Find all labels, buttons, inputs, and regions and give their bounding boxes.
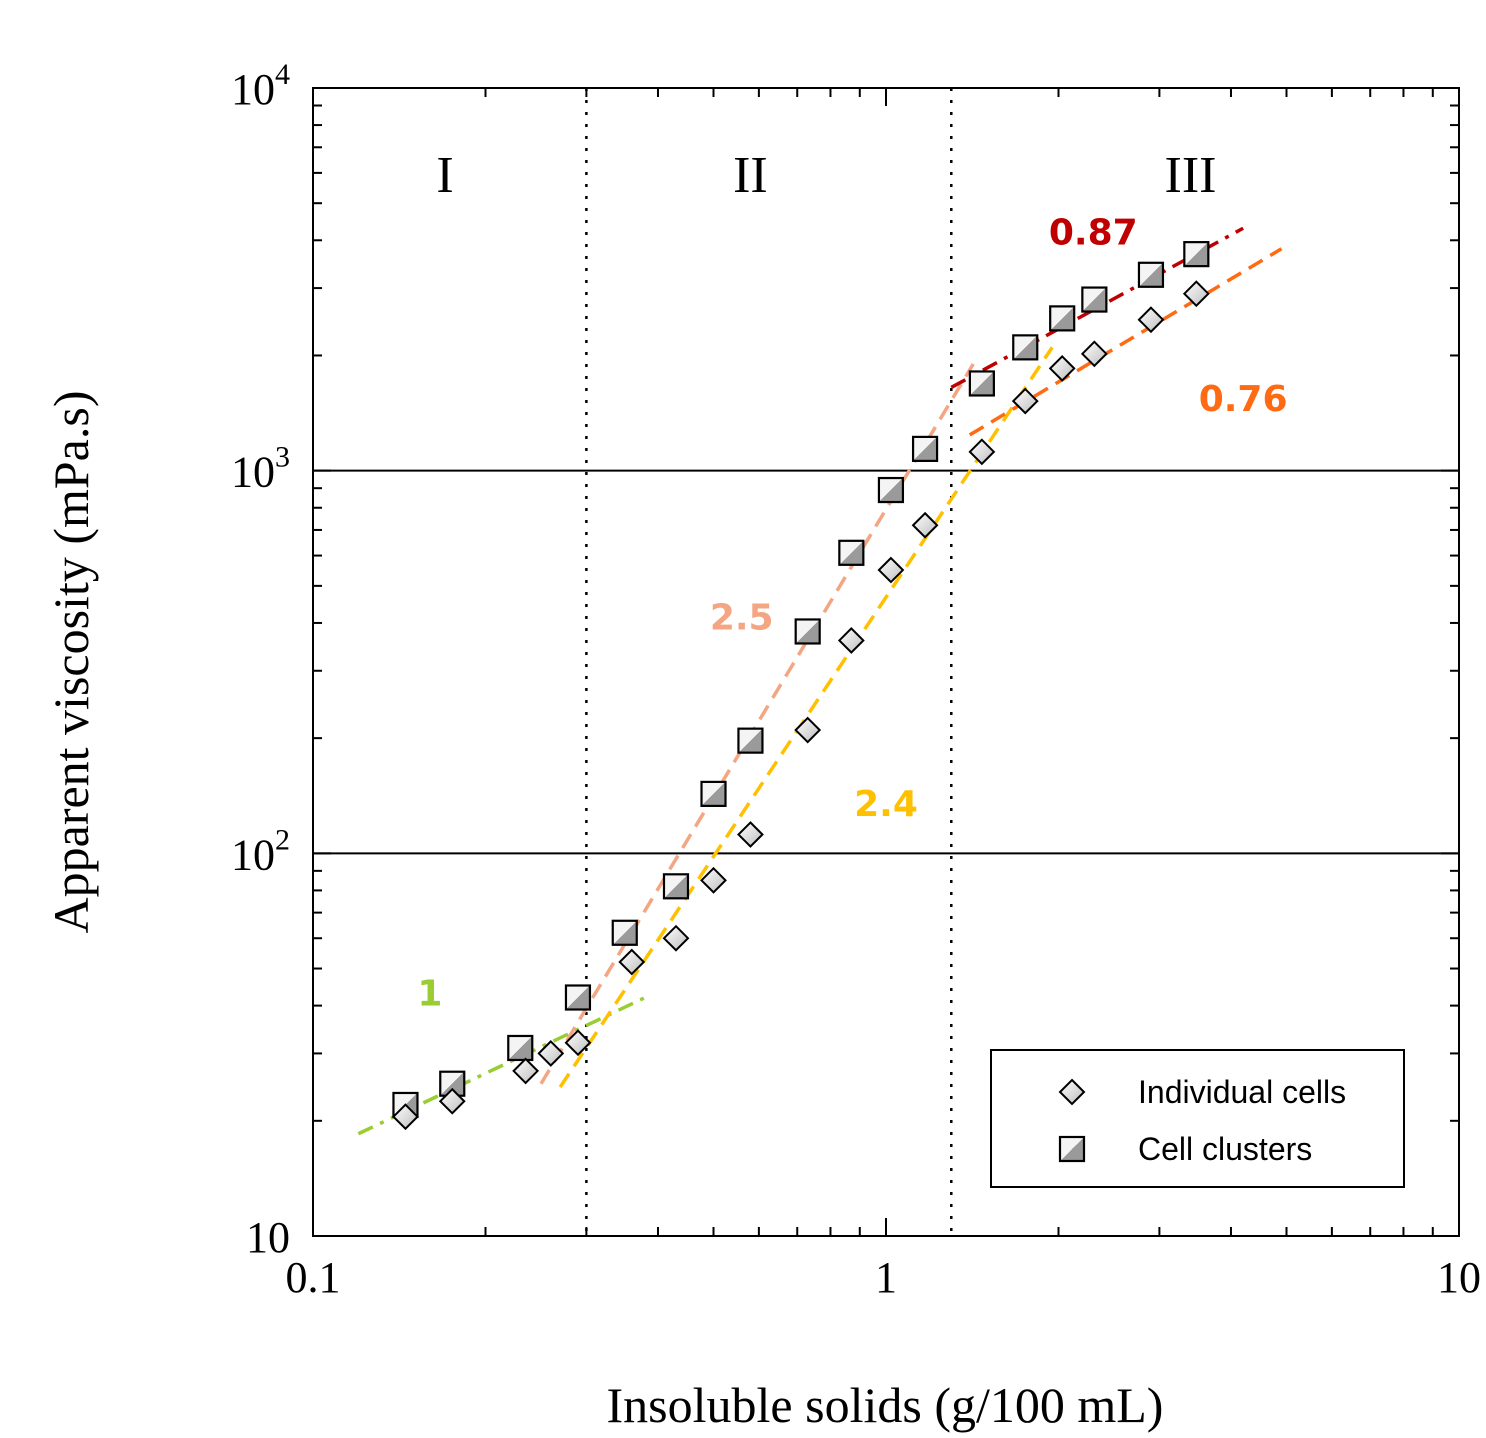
individual-cell-point: [564, 1029, 592, 1057]
cell-cluster-point: [737, 727, 764, 754]
individual-cell-point: [1080, 340, 1108, 368]
y-tick-label: 10: [246, 1213, 290, 1262]
slope-label: 1: [417, 974, 442, 1015]
fit-line: [357, 995, 646, 1136]
legend-marker-square: [1058, 1135, 1086, 1163]
individual-cell-point: [1182, 280, 1210, 308]
individual-cell-point: [737, 821, 764, 848]
individual-cell-point: [877, 556, 905, 584]
cell-cluster-point: [838, 539, 865, 566]
grid-layer: [313, 469, 1459, 855]
x-axis-label: Insoluble solids (g/100 mL): [607, 1377, 1164, 1433]
tick-layer: [312, 88, 1459, 1237]
cell-cluster-point: [968, 370, 995, 397]
y-tick-label: 104: [231, 58, 290, 114]
individual-cell-point: [392, 1103, 419, 1131]
cell-cluster-point: [662, 873, 690, 900]
y-tick-label: 102: [231, 823, 290, 879]
cell-cluster-point: [564, 984, 592, 1011]
cell-cluster-point: [611, 919, 638, 946]
individual-cell-point: [512, 1057, 540, 1085]
individual-cell-point: [1137, 306, 1165, 334]
individual-cell-point: [438, 1087, 466, 1115]
individual-cell-point: [662, 924, 690, 952]
x-tick-label: 10: [1437, 1253, 1481, 1302]
legend-box: [990, 1049, 1405, 1188]
individual-cell-point: [1048, 355, 1076, 382]
individual-cell-point: [537, 1040, 565, 1067]
region-label: III: [1165, 147, 1217, 204]
individual-cell-point: [794, 716, 822, 744]
region-boundary-layer: [585, 88, 953, 1236]
region-label: II: [733, 147, 768, 204]
legend: Individual cells Cell clusters: [990, 1049, 1405, 1188]
slope-label: 0.87: [1049, 212, 1138, 253]
slope-label: 2.4: [854, 784, 918, 825]
x-tick-label: 0.1: [286, 1253, 341, 1302]
slope-label: 2.5: [710, 597, 774, 638]
fit-line-layer: [357, 226, 1283, 1136]
fit-line: [558, 346, 1054, 1089]
region-label: I: [436, 147, 453, 204]
individual-cell-point: [618, 948, 646, 976]
cell-cluster-point: [1183, 241, 1210, 268]
individual-cell-point: [968, 438, 996, 466]
cell-cluster-point: [700, 780, 727, 807]
cell-cluster-point: [1049, 305, 1076, 332]
data-points-layer: [392, 241, 1210, 1131]
individual-cell-point: [1011, 387, 1039, 415]
individual-cell-point: [911, 511, 939, 539]
cell-cluster-point: [911, 435, 939, 462]
x-tick-label: 1: [875, 1253, 897, 1302]
cell-cluster-point: [877, 476, 905, 504]
fit-line: [539, 363, 975, 1085]
y-tick-label: 103: [231, 441, 290, 497]
individual-cell-point: [837, 627, 865, 654]
legend-label: Individual cells: [1138, 1074, 1346, 1110]
legend-marker-diamond: [1058, 1078, 1086, 1106]
cell-cluster-point: [1012, 334, 1039, 361]
cell-cluster-point: [794, 618, 821, 645]
slope-label: 0.76: [1199, 379, 1288, 420]
individual-cell-point: [700, 866, 727, 894]
cell-cluster-point: [1081, 286, 1108, 313]
cell-cluster-point: [1137, 261, 1165, 288]
legend-label: Cell clusters: [1138, 1131, 1312, 1167]
cell-cluster-point: [507, 1034, 534, 1062]
y-axis-label: Apparent viscosity (mPa.s): [43, 391, 99, 934]
